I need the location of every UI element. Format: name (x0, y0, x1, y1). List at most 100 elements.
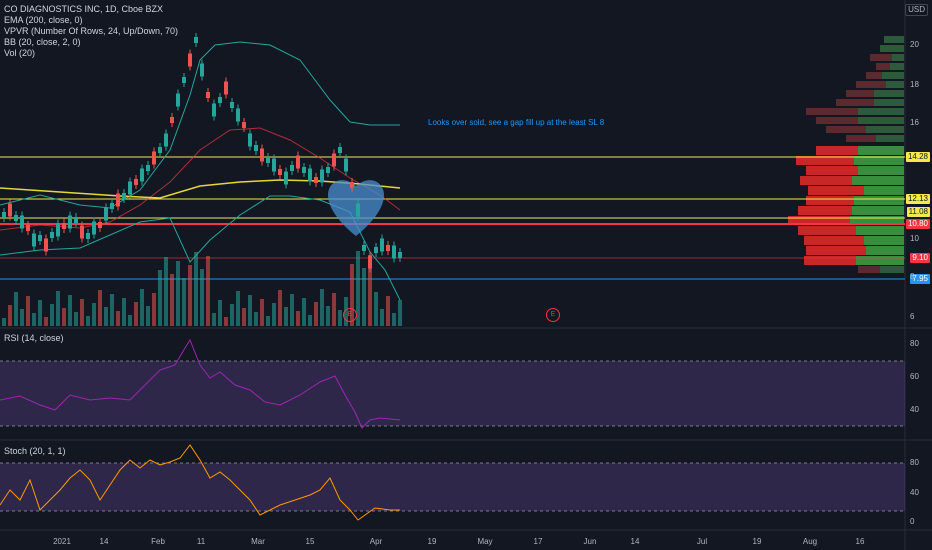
main-legend: CO DIAGNOSTICS INC, 1D, Cboe BZX EMA (20… (4, 4, 178, 59)
price-level-label[interactable]: 7.95 (910, 274, 930, 284)
candle-body (320, 169, 324, 183)
volume-profile (788, 36, 904, 273)
candle-body (302, 167, 306, 173)
volume-bar (248, 295, 252, 326)
volume-bar (362, 268, 366, 326)
time-axis-label: 16 (855, 537, 865, 546)
volume-bar (314, 302, 318, 326)
candle-body (128, 181, 132, 195)
symbol-title[interactable]: CO DIAGNOSTICS INC, 1D, Cboe BZX (4, 4, 164, 14)
time-axis-label: May (477, 537, 493, 546)
candle-body (158, 147, 162, 153)
price-level-label[interactable]: 12.13 (905, 194, 930, 204)
stoch-legend[interactable]: Stoch (20, 1, 1) (4, 446, 66, 456)
candle-body (146, 165, 150, 171)
candle-body (224, 81, 228, 95)
volume-bar (104, 307, 108, 326)
rsi-axis-label: 60 (910, 372, 919, 381)
volume-bar (122, 298, 126, 326)
price-level-label[interactable]: 9.10 (910, 253, 930, 263)
candle-body (26, 225, 30, 231)
volume-bar (158, 270, 162, 326)
volume-bar (212, 313, 216, 326)
time-axis-label: 11 (196, 537, 206, 546)
candle-body (14, 215, 18, 221)
candle-body (176, 93, 180, 107)
price-axis-label: 18 (910, 80, 919, 89)
bb-upper-band (0, 41, 400, 209)
candle-body (98, 222, 102, 228)
volume-bar (296, 311, 300, 326)
time-axis-label: Mar (251, 537, 265, 546)
time-axis-label: 14 (99, 537, 109, 546)
candle-body (242, 122, 246, 128)
volume-bar (50, 304, 54, 326)
volume-bar (350, 264, 354, 326)
volume-bar (134, 302, 138, 326)
time-axis-label: 19 (752, 537, 762, 546)
volume-bar (260, 299, 264, 326)
annotation-text[interactable]: Looks over sold, see a gap fill up at th… (428, 118, 605, 127)
stoch-k-line (0, 444, 400, 521)
rsi-line (0, 338, 401, 429)
candle-body (260, 148, 264, 162)
volume-bar (224, 317, 228, 326)
volume-bar (368, 255, 372, 326)
candle-body (182, 77, 186, 83)
candle-body (116, 193, 120, 207)
rsi-axis-label: 80 (910, 339, 919, 348)
volume-bar (308, 315, 312, 326)
volume-bar (152, 293, 156, 326)
volume-bar (236, 291, 240, 326)
candle-body (56, 223, 60, 237)
stoch-axis-label: 40 (910, 488, 919, 497)
currency-label[interactable]: USD (905, 4, 928, 16)
time-axis-label: 14 (630, 537, 640, 546)
price-axis-label: 6 (910, 312, 915, 321)
candle-body (2, 212, 6, 218)
candlesticks (2, 33, 402, 273)
candle-body (20, 215, 24, 229)
volume-bar (266, 316, 270, 326)
earnings-badge[interactable]: E (343, 308, 357, 322)
candle-body (374, 247, 378, 253)
volume-bar (74, 312, 78, 326)
candle-body (326, 167, 330, 173)
candle-body (344, 158, 348, 172)
volume-bars (2, 251, 402, 326)
volume-bar (254, 312, 258, 326)
price-level-label[interactable]: 10.80 (905, 219, 930, 229)
candle-body (50, 232, 54, 238)
candle-body (200, 63, 204, 77)
volume-bar (374, 292, 378, 326)
stoch-axis-label: 0 (910, 517, 915, 526)
volume-bar (56, 291, 60, 326)
price-axis-label: 10 (910, 234, 919, 243)
vpvr-legend[interactable]: VPVR (Number Of Rows, 24, Up/Down, 70) (4, 26, 179, 36)
bb-legend[interactable]: BB (20, close, 2, 0) (4, 37, 81, 47)
volume-bar (356, 251, 360, 326)
volume-bar (98, 290, 102, 326)
bb-basis (0, 127, 401, 231)
volume-bar (182, 278, 186, 326)
price-level-label[interactable]: 11.08 (906, 207, 930, 217)
rsi-legend[interactable]: RSI (14, close) (4, 333, 64, 343)
candle-body (338, 147, 342, 153)
volume-bar (332, 293, 336, 326)
price-axis-label: 20 (910, 40, 919, 49)
time-axis-label: 2021 (53, 537, 71, 546)
vol-legend[interactable]: Vol (20) (4, 48, 36, 58)
volume-bar (326, 306, 330, 326)
price-level-label[interactable]: 14.28 (905, 152, 930, 162)
candle-body (152, 151, 156, 165)
volume-bar (44, 317, 48, 326)
earnings-badge[interactable]: E (546, 308, 560, 322)
volume-bar (188, 265, 192, 326)
volume-bar (386, 296, 390, 326)
volume-bar (206, 256, 210, 326)
candle-body (278, 169, 282, 175)
ema-legend[interactable]: EMA (200, close, 0) (4, 15, 83, 25)
candle-body (218, 97, 222, 103)
candle-body (32, 233, 36, 247)
